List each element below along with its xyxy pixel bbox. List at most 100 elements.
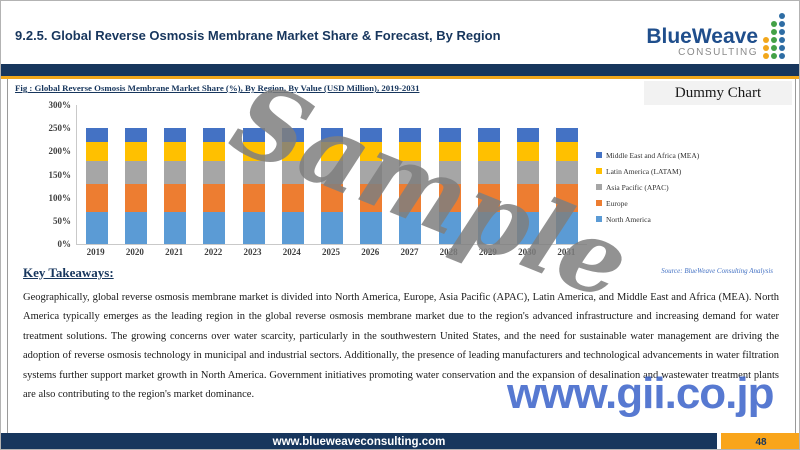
logo-dot <box>771 37 777 43</box>
bar-segment <box>242 142 265 161</box>
figure-caption: Fig : Global Reverse Osmosis Membrane Ma… <box>15 83 420 93</box>
stacked-bar-2030 <box>517 128 540 244</box>
legend-item: North America <box>596 211 699 227</box>
legend-item: Europe <box>596 195 699 211</box>
legend-swatch <box>596 152 602 158</box>
logo-dot <box>779 53 785 59</box>
bar-segment <box>164 160 187 184</box>
bar-segment <box>164 142 187 161</box>
logo-dots-icon <box>763 13 785 59</box>
logo-dot <box>779 13 785 19</box>
blueweave-logo: BlueWeave CONSULTING <box>646 13 785 59</box>
legend-label: Middle East and Africa (MEA) <box>606 150 700 160</box>
logo-dot <box>771 45 777 51</box>
bar-segment <box>124 142 147 161</box>
legend-label: Latin America (LATAM) <box>606 166 682 176</box>
dummy-chart-badge: Dummy Chart <box>644 81 792 105</box>
logo-dot-column <box>779 13 785 59</box>
stacked-bar-2025 <box>321 128 343 244</box>
bar-segment <box>477 160 500 184</box>
x-axis-label: 2025 <box>321 247 340 257</box>
logo-dot <box>779 45 785 51</box>
bar-segment <box>399 160 422 184</box>
stacked-bar-2022 <box>203 128 226 244</box>
logo-text: BlueWeave CONSULTING <box>646 26 758 59</box>
bar-segment <box>321 128 343 143</box>
stacked-bar-2026 <box>360 128 383 244</box>
bar-segment <box>477 142 500 161</box>
bar-segment <box>556 128 579 143</box>
bar-segment <box>517 142 540 161</box>
bar-segment <box>242 128 265 143</box>
legend-swatch <box>596 200 602 206</box>
legend-swatch <box>596 168 602 174</box>
logo-dot-column <box>763 37 769 59</box>
bar-segment <box>242 183 265 212</box>
y-axis-tick: 150% <box>48 169 72 180</box>
bar-segment <box>203 211 226 244</box>
stacked-bar-2020 <box>124 128 147 244</box>
bar-segment <box>477 183 500 212</box>
y-axis-tick: 50% <box>53 215 71 226</box>
bar-segment <box>556 211 579 244</box>
bar-segment <box>399 142 422 161</box>
footer-website-link[interactable]: www.blueweaveconsulting.com <box>272 436 446 448</box>
bar-segment <box>438 160 461 184</box>
bar-segment <box>85 142 108 161</box>
bar-segment <box>85 211 108 244</box>
y-axis-tick: 250% <box>48 123 72 134</box>
plot-area <box>76 105 587 245</box>
key-takeaways-heading: Key Takeaways: <box>23 265 114 280</box>
bar-segment <box>360 128 383 143</box>
logo-dot <box>763 53 769 59</box>
y-axis-tick: 200% <box>48 146 72 157</box>
logo-dot <box>771 21 777 27</box>
bar-segment <box>399 128 422 143</box>
x-axis-label: 2026 <box>361 247 380 257</box>
bar-segment <box>124 160 147 184</box>
logo-dot <box>763 37 769 43</box>
logo-dot <box>771 29 777 35</box>
stacked-bar-2028 <box>438 128 461 244</box>
page-title: 9.2.5. Global Reverse Osmosis Membrane M… <box>15 28 501 43</box>
bar-segment <box>438 183 461 212</box>
bar-segment <box>281 211 304 244</box>
bar-segment <box>556 142 579 161</box>
legend-item: Asia Pacific (APAC) <box>596 179 699 195</box>
bar-segment <box>321 211 343 244</box>
bar-segment <box>438 142 461 161</box>
bar-segment <box>164 128 187 143</box>
stacked-bar-2024 <box>281 128 304 244</box>
bar-segment <box>321 183 343 212</box>
x-axis: 2019 2020 2021 2022 2023 2024 2025 2026 2027 2028… <box>76 247 586 259</box>
bar-segment <box>438 128 461 143</box>
bar-segment <box>517 211 540 244</box>
bar-segment <box>281 183 304 212</box>
chart-legend: Middle East and Africa (MEA) Latin Americ… <box>596 147 699 227</box>
legend-swatch <box>596 216 602 222</box>
header-divider-gold <box>1 76 799 79</box>
bar-segment <box>556 160 579 184</box>
source-note: Source: BlueWeave Consulting Analysis <box>661 267 773 275</box>
stacked-bar-2019 <box>85 128 108 244</box>
y-axis-tick: 0% <box>57 239 72 249</box>
stacked-bar-2027 <box>399 128 422 244</box>
key-takeaways-paragraph: Geographically, global reverse osmosis m… <box>23 292 779 401</box>
bar-segment <box>124 128 147 143</box>
x-axis-label: 2028 <box>439 247 458 257</box>
bar-segment <box>399 211 422 244</box>
bar-segment <box>85 160 108 184</box>
legend-item: Latin America (LATAM) <box>596 163 699 179</box>
logo-dot-column <box>771 21 777 59</box>
logo-dot <box>771 53 777 59</box>
stacked-bar-2021 <box>164 128 187 244</box>
bar-segment <box>124 183 147 212</box>
legend-swatch <box>596 184 602 190</box>
bar-segment <box>399 183 422 212</box>
bar-segment <box>281 160 304 184</box>
bar-segment <box>85 128 108 143</box>
bar-segment <box>242 211 265 244</box>
footer-bar: www.blueweaveconsulting.com <box>1 433 717 449</box>
page-number-badge: 48 <box>721 433 799 449</box>
